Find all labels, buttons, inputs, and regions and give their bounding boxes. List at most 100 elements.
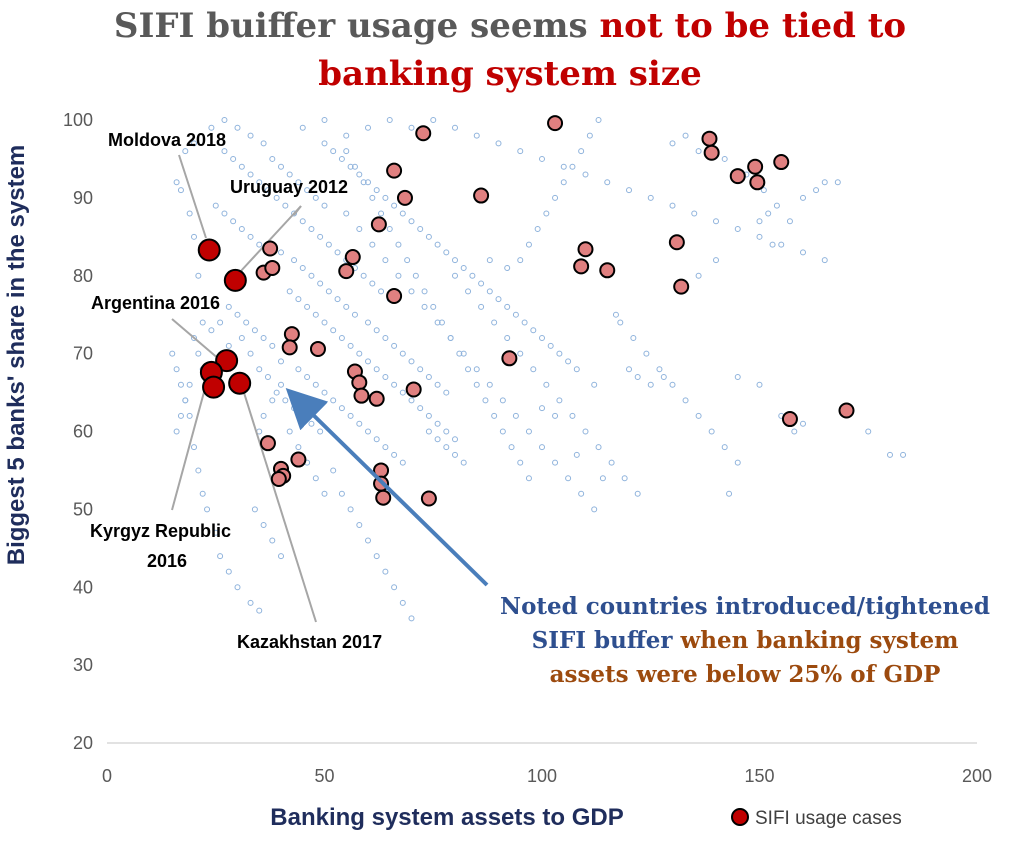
note-line1-text: Noted countries introduced/tightened (500, 593, 990, 620)
background-point (669, 140, 676, 147)
background-point (525, 475, 532, 482)
background-point (308, 420, 315, 427)
background-point (408, 397, 415, 404)
background-point (412, 272, 419, 279)
background-point (330, 327, 337, 334)
background-point (195, 272, 202, 279)
sifi-point (351, 374, 368, 391)
background-point (721, 444, 728, 451)
background-point (256, 366, 263, 373)
sifi-point (375, 489, 392, 506)
note-line3: assets were below 25% of GDP (550, 661, 941, 688)
background-point (208, 327, 215, 334)
background-point (552, 194, 559, 201)
background-point (521, 319, 528, 326)
uruguay-leader-arrow (293, 205, 302, 216)
background-point (299, 218, 306, 225)
background-point (278, 381, 284, 388)
background-point (299, 264, 306, 271)
background-point (373, 436, 380, 443)
background-point (369, 241, 376, 248)
background-point (399, 459, 406, 466)
background-point (321, 117, 328, 123)
background-point (560, 179, 567, 186)
y-tick-label: 70 (73, 344, 93, 364)
background-point (299, 412, 306, 419)
background-point (726, 490, 733, 497)
y-axis-title: Biggest 5 banks' share in the system (3, 145, 30, 566)
y-tick-label: 40 (73, 577, 93, 597)
background-point (325, 241, 332, 248)
background-point (395, 241, 402, 248)
background-point (321, 202, 328, 209)
background-point (278, 249, 284, 256)
background-point (177, 187, 184, 194)
background-point (512, 311, 519, 318)
sifi-point (264, 259, 281, 276)
background-point (291, 405, 298, 412)
background-point (351, 163, 358, 170)
background-point (691, 210, 698, 217)
background-point (569, 163, 576, 170)
background-point (356, 521, 363, 528)
background-point (264, 373, 271, 380)
sifi-point (729, 168, 746, 185)
background-point (647, 381, 654, 388)
background-points (169, 117, 907, 622)
background-point (247, 171, 254, 178)
background-point (408, 218, 415, 225)
background-point (800, 194, 806, 201)
background-point (399, 389, 406, 396)
background-point (708, 428, 715, 435)
background-point (499, 428, 506, 435)
background-point (425, 233, 432, 240)
background-point (608, 459, 615, 466)
background-point (338, 490, 345, 497)
background-point (304, 373, 311, 380)
background-point (552, 412, 559, 419)
background-point (539, 155, 545, 162)
background-point (425, 373, 432, 380)
background-point (334, 296, 341, 303)
background-point (269, 397, 276, 404)
sifi-point (344, 249, 361, 266)
background-point (547, 342, 554, 349)
background-point (586, 132, 593, 139)
background-point (269, 537, 276, 544)
y-tick-label: 100 (63, 110, 93, 130)
background-point (256, 241, 263, 248)
background-point (460, 350, 467, 357)
background-point (247, 132, 254, 139)
background-point (408, 358, 415, 365)
background-point (647, 194, 654, 201)
background-point (295, 444, 302, 451)
background-point (813, 187, 820, 194)
x-axis-title: Banking system assets to GDP (270, 804, 623, 831)
background-point (251, 327, 258, 334)
background-point (343, 210, 350, 217)
background-point (299, 124, 306, 131)
background-point (286, 288, 293, 295)
x-tick-label: 50 (314, 766, 334, 786)
background-point (421, 303, 428, 310)
background-point (695, 272, 702, 279)
background-point (325, 288, 332, 295)
background-point (191, 444, 197, 451)
background-point (469, 272, 476, 279)
background-point (395, 272, 402, 279)
background-point (452, 124, 458, 131)
annotation-leader-lines (171, 154, 317, 623)
background-point (634, 490, 641, 497)
background-point (330, 467, 337, 474)
background-point (273, 389, 280, 396)
background-point (460, 264, 467, 271)
background-point (399, 210, 406, 217)
y-tick-label: 50 (73, 499, 93, 519)
y-tick-labels: 20 30 40 50 60 70 80 90 100 (63, 110, 93, 753)
background-point (452, 451, 458, 458)
background-point (278, 553, 284, 560)
background-point (573, 366, 580, 373)
background-point (452, 257, 458, 264)
background-point (465, 366, 472, 373)
background-point (604, 179, 611, 186)
